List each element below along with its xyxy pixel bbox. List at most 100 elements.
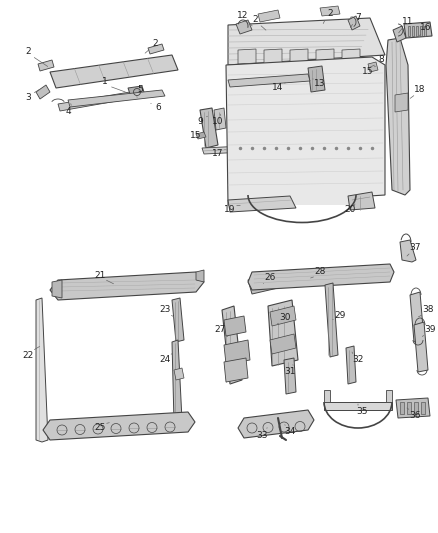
Polygon shape	[324, 402, 392, 410]
Text: 2: 2	[152, 39, 158, 49]
Polygon shape	[270, 334, 296, 354]
Polygon shape	[224, 358, 248, 382]
Text: 35: 35	[356, 408, 368, 416]
Text: 18: 18	[414, 85, 426, 94]
Text: 31: 31	[284, 367, 296, 376]
Text: 14: 14	[272, 84, 284, 93]
Polygon shape	[342, 49, 360, 64]
Polygon shape	[43, 412, 195, 440]
Polygon shape	[236, 20, 252, 34]
Polygon shape	[284, 358, 296, 394]
Text: 2: 2	[25, 47, 31, 56]
Polygon shape	[58, 92, 134, 111]
Text: 21: 21	[94, 271, 106, 279]
Polygon shape	[386, 38, 410, 195]
Polygon shape	[68, 90, 165, 107]
Polygon shape	[420, 26, 422, 36]
Polygon shape	[36, 298, 48, 442]
Text: 33: 33	[256, 431, 268, 440]
Polygon shape	[325, 283, 338, 357]
Polygon shape	[148, 44, 164, 54]
Polygon shape	[308, 66, 325, 92]
Text: 2: 2	[252, 15, 258, 25]
Polygon shape	[228, 18, 385, 65]
Polygon shape	[238, 49, 256, 64]
Polygon shape	[400, 402, 404, 414]
Text: 28: 28	[314, 268, 326, 277]
Text: 4: 4	[65, 108, 71, 117]
Polygon shape	[410, 292, 424, 342]
Polygon shape	[396, 398, 430, 418]
Polygon shape	[264, 49, 282, 64]
Polygon shape	[421, 402, 425, 414]
Text: 37: 37	[409, 244, 421, 253]
Polygon shape	[202, 142, 332, 154]
Text: 12: 12	[237, 12, 249, 20]
Polygon shape	[400, 240, 416, 262]
Text: 36: 36	[409, 410, 421, 419]
Polygon shape	[200, 108, 218, 148]
Polygon shape	[224, 340, 250, 364]
Polygon shape	[174, 368, 184, 380]
Text: 6: 6	[155, 103, 161, 112]
Text: 9: 9	[197, 117, 203, 126]
Polygon shape	[414, 322, 428, 372]
Text: 15: 15	[190, 132, 202, 141]
Text: 39: 39	[424, 326, 436, 335]
Polygon shape	[226, 57, 385, 205]
Text: 25: 25	[94, 424, 106, 432]
Polygon shape	[172, 298, 184, 342]
Text: 20: 20	[344, 206, 356, 214]
Polygon shape	[386, 390, 392, 402]
Polygon shape	[414, 402, 418, 414]
Text: 19: 19	[224, 206, 236, 214]
Polygon shape	[248, 264, 394, 290]
Polygon shape	[128, 86, 145, 97]
Text: 16: 16	[420, 23, 432, 33]
Text: 2: 2	[327, 10, 333, 19]
Polygon shape	[172, 340, 182, 422]
Text: 26: 26	[264, 273, 276, 282]
Text: 24: 24	[159, 356, 171, 365]
Polygon shape	[36, 85, 50, 99]
Polygon shape	[196, 270, 204, 282]
Text: 10: 10	[212, 117, 224, 126]
Polygon shape	[52, 280, 62, 298]
Text: 1: 1	[102, 77, 108, 86]
Text: 32: 32	[352, 356, 364, 365]
Polygon shape	[270, 306, 296, 326]
Polygon shape	[416, 26, 418, 36]
Text: 30: 30	[279, 313, 291, 322]
Polygon shape	[268, 300, 298, 366]
Polygon shape	[407, 402, 411, 414]
Text: 15: 15	[362, 68, 374, 77]
Text: 38: 38	[422, 305, 434, 314]
Polygon shape	[224, 316, 246, 336]
Polygon shape	[412, 26, 414, 36]
Polygon shape	[404, 22, 432, 38]
Polygon shape	[258, 10, 280, 22]
Text: 17: 17	[212, 149, 224, 157]
Text: 5: 5	[137, 85, 143, 94]
Text: 7: 7	[355, 13, 361, 22]
Polygon shape	[290, 49, 308, 64]
Polygon shape	[248, 274, 278, 294]
Polygon shape	[408, 26, 410, 36]
Polygon shape	[196, 132, 206, 139]
Polygon shape	[346, 346, 356, 384]
Polygon shape	[38, 60, 54, 71]
Polygon shape	[214, 108, 226, 130]
Polygon shape	[324, 390, 330, 402]
Polygon shape	[320, 6, 340, 16]
Text: 27: 27	[214, 326, 226, 335]
Text: 29: 29	[334, 311, 346, 319]
Polygon shape	[228, 196, 296, 212]
Polygon shape	[424, 26, 426, 36]
Polygon shape	[228, 74, 310, 87]
Polygon shape	[348, 192, 375, 210]
Text: 11: 11	[402, 18, 414, 27]
Text: 23: 23	[159, 305, 171, 314]
Text: 3: 3	[25, 93, 31, 102]
Polygon shape	[50, 55, 178, 88]
Polygon shape	[248, 195, 356, 205]
